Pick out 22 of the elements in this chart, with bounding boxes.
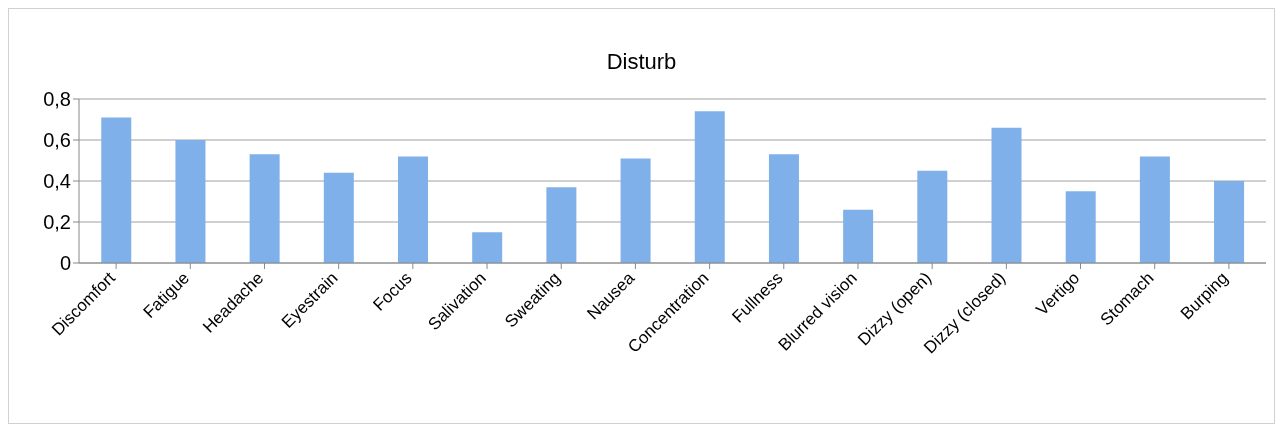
y-tick-label: 0,4 bbox=[43, 170, 71, 193]
bar bbox=[323, 172, 354, 263]
bar bbox=[843, 209, 874, 263]
bar bbox=[991, 127, 1022, 263]
bar bbox=[472, 232, 503, 263]
y-tick-label: 0 bbox=[59, 252, 71, 275]
y-tick-label: 0,2 bbox=[43, 211, 71, 234]
bar bbox=[398, 156, 429, 263]
bar bbox=[620, 158, 651, 263]
chart-title: Disturb bbox=[605, 48, 678, 76]
bar bbox=[1214, 181, 1245, 263]
bar bbox=[249, 154, 280, 263]
bar bbox=[1139, 156, 1170, 263]
y-tick-label: 0,8 bbox=[43, 88, 71, 111]
bar bbox=[917, 170, 948, 263]
bar bbox=[101, 117, 132, 263]
y-tick-label: 0,6 bbox=[43, 129, 71, 152]
bar bbox=[546, 187, 577, 263]
bar bbox=[1065, 191, 1096, 263]
bar bbox=[175, 140, 206, 263]
bar bbox=[694, 111, 725, 263]
bar bbox=[768, 154, 799, 263]
